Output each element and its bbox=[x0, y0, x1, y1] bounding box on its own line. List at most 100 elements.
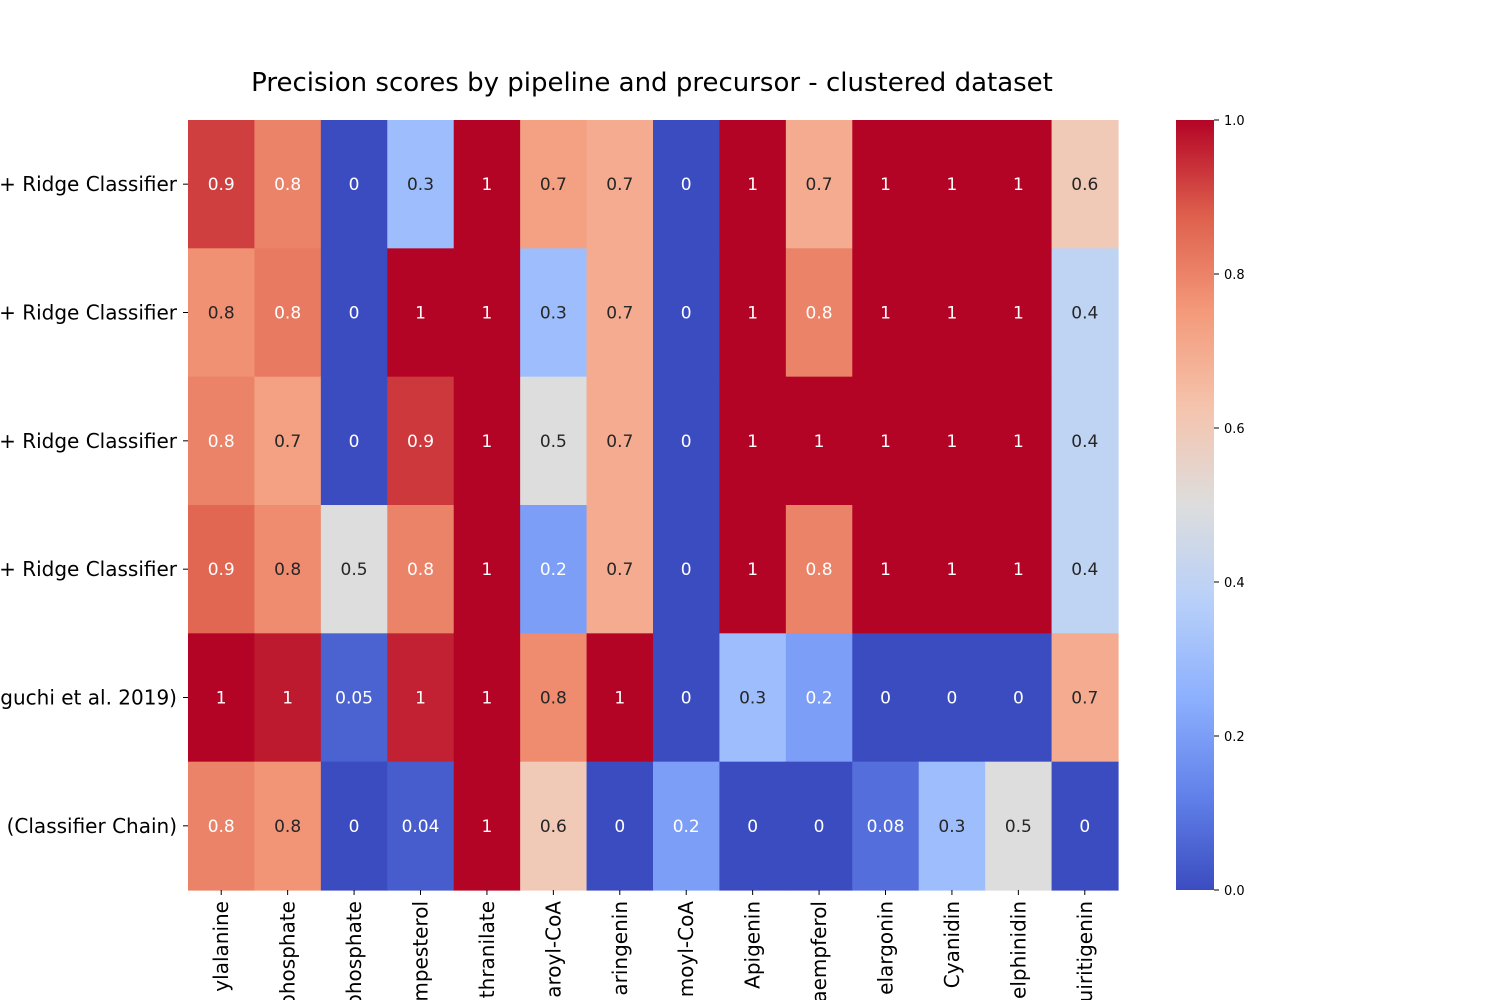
cell-annotation: 0.8 bbox=[806, 304, 833, 324]
cell-annotation: 0.8 bbox=[274, 560, 301, 580]
cell-annotation: 0.7 bbox=[806, 175, 833, 195]
cell-annotation: 0.3 bbox=[540, 304, 567, 324]
heatmap-cell bbox=[320, 248, 388, 378]
x-tick-label: phosphate bbox=[342, 901, 366, 1000]
heatmap-cell bbox=[1051, 633, 1119, 763]
y-tick-label: (Classifier Chain) bbox=[7, 814, 177, 838]
cell-annotation: 1 bbox=[482, 175, 493, 195]
cell-annotation: 0 bbox=[681, 689, 692, 709]
heatmap-cell bbox=[1051, 120, 1119, 249]
colorbar-tick-label: 1.0 bbox=[1224, 114, 1245, 129]
heatmap-cell bbox=[453, 505, 521, 634]
cell-annotation: 0.8 bbox=[208, 304, 235, 324]
heatmap-cell bbox=[918, 376, 986, 506]
heatmap-cell bbox=[453, 376, 521, 506]
cell-annotation: 0 bbox=[349, 304, 360, 324]
cell-annotation: 0.7 bbox=[1071, 689, 1098, 709]
heatmap-cell bbox=[387, 505, 455, 634]
cell-annotation: 0 bbox=[681, 304, 692, 324]
cell-annotation: 1 bbox=[880, 560, 891, 580]
heatmap-cell bbox=[188, 505, 256, 634]
heatmap-cell bbox=[254, 633, 322, 763]
heatmap-cell bbox=[254, 120, 322, 249]
heatmap-cell bbox=[852, 248, 920, 378]
heatmap-cell bbox=[1051, 376, 1119, 506]
colorbar-tick-label: 0.6 bbox=[1224, 422, 1245, 437]
cell-annotation: 0.2 bbox=[673, 817, 700, 837]
colorbar-tick-label: 0.0 bbox=[1224, 884, 1245, 899]
cell-annotation: 0.3 bbox=[407, 175, 434, 195]
cell-annotation: 0.04 bbox=[402, 817, 440, 837]
heatmap-cell bbox=[653, 505, 721, 634]
cell-annotation: 1 bbox=[1013, 175, 1024, 195]
heatmap-cell bbox=[520, 376, 588, 506]
heatmap-cell bbox=[719, 633, 787, 763]
cell-annotation: 1 bbox=[947, 432, 958, 452]
heatmap-cell bbox=[1051, 248, 1119, 378]
heatmap-cell bbox=[520, 505, 588, 634]
cell-annotation: 0 bbox=[814, 817, 825, 837]
heatmap-cell bbox=[785, 633, 853, 763]
cell-annotation: 1 bbox=[482, 689, 493, 709]
heatmap-cell bbox=[985, 633, 1053, 763]
heatmap-cell bbox=[188, 248, 256, 378]
colorbar-tick-label: 0.8 bbox=[1224, 268, 1245, 283]
heatmap-cell bbox=[453, 633, 521, 763]
heatmap-cell bbox=[520, 120, 588, 249]
heatmap-cell bbox=[918, 120, 986, 249]
cell-annotation: 1 bbox=[747, 175, 758, 195]
heatmap-cell bbox=[785, 761, 853, 891]
x-axis: ylalanine phosphate phosphate mpesterol thra… bbox=[209, 890, 1097, 1000]
cell-annotation: 0.7 bbox=[606, 175, 633, 195]
cell-annotation: 0.2 bbox=[540, 560, 567, 580]
heatmap-cell bbox=[653, 376, 721, 506]
heatmap-cell bbox=[985, 248, 1053, 378]
cell-annotation: 0 bbox=[681, 432, 692, 452]
heatmap-cell bbox=[387, 248, 455, 378]
cell-annotation: 0.4 bbox=[1071, 560, 1098, 580]
x-tick-label: Cyanidin bbox=[940, 901, 964, 988]
x-tick-label: aringenin bbox=[608, 901, 632, 996]
cell-annotation: 1 bbox=[1013, 304, 1024, 324]
cell-annotation: 0.8 bbox=[407, 560, 434, 580]
cell-annotation: 0.9 bbox=[208, 175, 235, 195]
heatmap-cell bbox=[653, 761, 721, 891]
cell-annotation: 0 bbox=[681, 560, 692, 580]
colorbar-tick-label: 0.2 bbox=[1224, 730, 1245, 745]
heatmap-cell bbox=[254, 505, 322, 634]
heatmap-cell bbox=[586, 761, 654, 891]
heatmap-cell bbox=[387, 120, 455, 249]
cell-annotation: 1 bbox=[1013, 432, 1024, 452]
cell-annotation: 0.7 bbox=[606, 432, 633, 452]
heatmap-cell bbox=[520, 761, 588, 891]
heatmap-cell bbox=[918, 633, 986, 763]
heatmap-cell bbox=[453, 761, 521, 891]
cell-annotation: 1 bbox=[747, 560, 758, 580]
x-tick-label: ylalanine bbox=[209, 901, 233, 992]
heatmap-cell bbox=[785, 376, 853, 506]
cell-annotation: 1 bbox=[216, 689, 227, 709]
heatmap-cell bbox=[254, 376, 322, 506]
heatmap-cell bbox=[785, 505, 853, 634]
cell-annotation: 0.7 bbox=[540, 175, 567, 195]
cell-annotation: 1 bbox=[1013, 560, 1024, 580]
x-tick-label: elargonin bbox=[874, 901, 898, 995]
y-tick-label: + Ridge Classifier bbox=[0, 557, 178, 581]
cell-annotation: 0 bbox=[880, 689, 891, 709]
cell-annotation: 1 bbox=[814, 432, 825, 452]
cell-annotation: 0.8 bbox=[274, 304, 301, 324]
heatmap-cell bbox=[918, 248, 986, 378]
heatmap-cell bbox=[719, 120, 787, 249]
x-tick-label: aroyl-CoA bbox=[541, 901, 565, 998]
cell-annotation: 0 bbox=[1013, 689, 1024, 709]
colorbar-tick-label: 0.4 bbox=[1224, 576, 1245, 591]
cell-annotation: 1 bbox=[282, 689, 293, 709]
x-tick-label: aempferol bbox=[807, 901, 831, 1000]
y-axis: + Ridge Classifier + Ridge Classifier + Ri… bbox=[0, 172, 188, 838]
cell-annotation: 0.8 bbox=[274, 175, 301, 195]
heatmap-cell bbox=[719, 761, 787, 891]
cell-annotation: 0.2 bbox=[806, 689, 833, 709]
heatmap-annotations: 0.9 0.8 0 0.3 1 0.7 0.7 0 1 0.7 1 1 1 0.6 0.8 0.8 0 1 1 0.3… bbox=[208, 175, 1099, 837]
heatmap-cell bbox=[188, 376, 256, 506]
cell-annotation: 0.8 bbox=[208, 432, 235, 452]
